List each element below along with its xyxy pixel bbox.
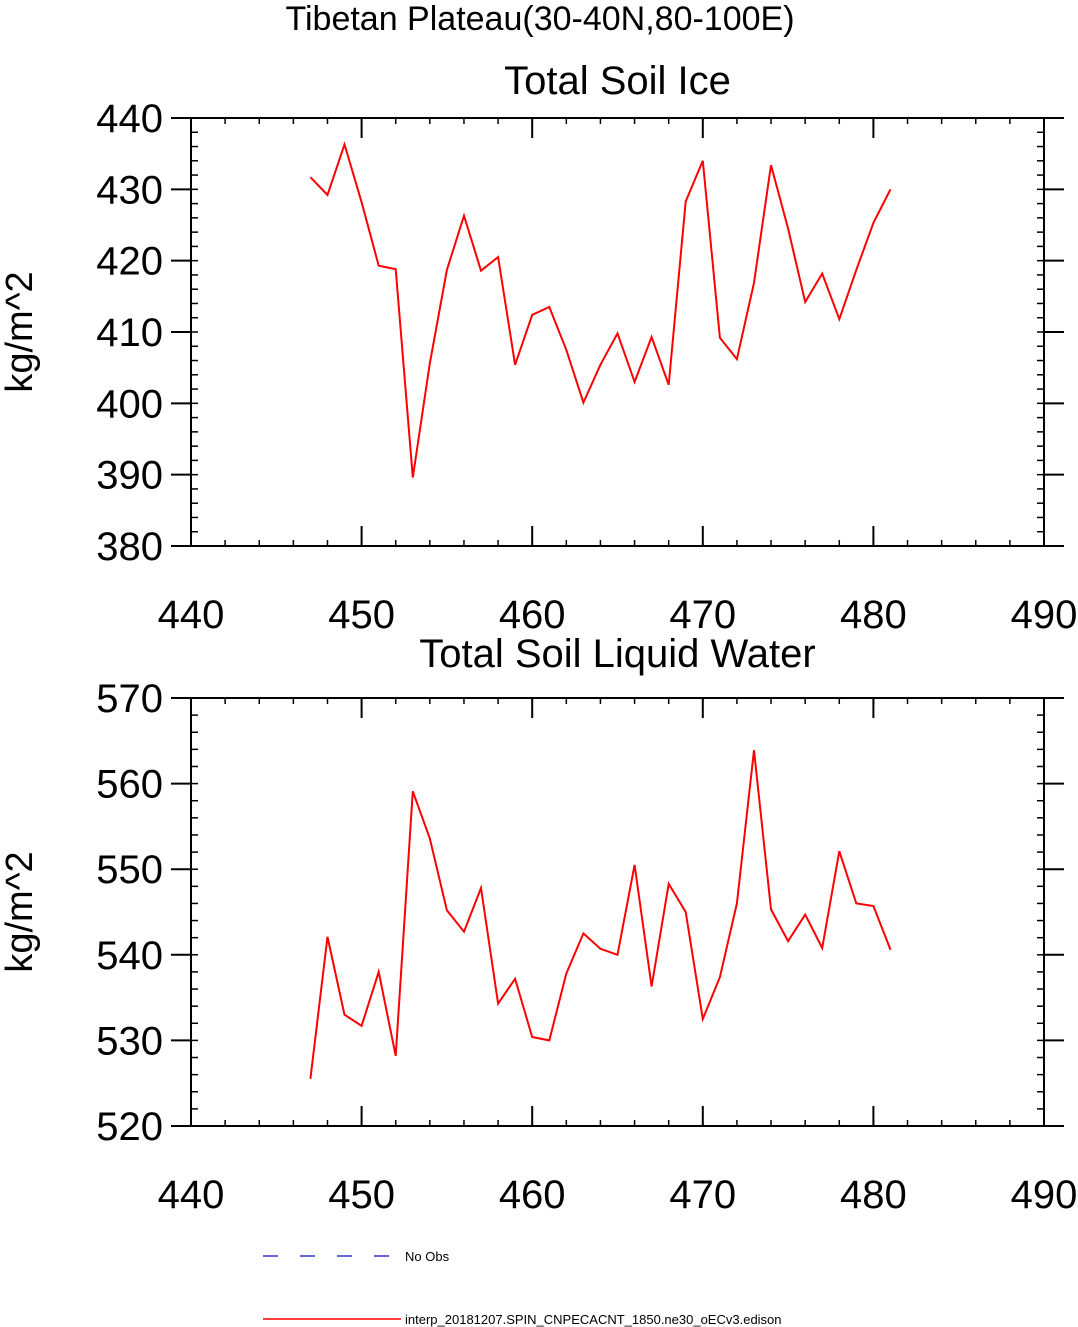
x-tick-label: 440 — [158, 1173, 225, 1217]
y-tick-label: 550 — [96, 848, 163, 892]
x-tick-label: 490 — [1011, 1173, 1078, 1217]
y-tick-label: 400 — [96, 382, 163, 426]
x-tick-label: 440 — [158, 593, 225, 637]
y-tick-label: 540 — [96, 934, 163, 978]
series-line — [309, 141, 892, 478]
x-tick-label: 470 — [669, 593, 736, 637]
series-line — [309, 750, 892, 1080]
legend: No Obs interp_20181207.SPIN_CNPECACNT_18… — [263, 1249, 782, 1327]
legend-model-label: interp_20181207.SPIN_CNPECACNT_1850.ne30… — [405, 1312, 782, 1327]
panel-total-soil-ice: Total Soil Ice kg/m^2 440 450 460 470 480 490 38… — [0, 59, 1077, 637]
x-tick-label: 470 — [669, 1173, 736, 1217]
legend-no-obs-label: No Obs — [405, 1249, 450, 1264]
y-axis-label: kg/m^2 — [0, 851, 41, 972]
chart-title: Total Soil Ice — [504, 59, 731, 103]
y-tick-label: 560 — [96, 763, 163, 807]
x-tick-label: 480 — [840, 1173, 907, 1217]
y-tick-label: 520 — [96, 1105, 163, 1149]
figure-suptitle: Tibetan Plateau(30-40N,80-100E) — [285, 0, 794, 38]
x-tick-label: 460 — [499, 1173, 566, 1217]
chart-title: Total Soil Liquid Water — [419, 632, 815, 676]
y-tick-label: 380 — [96, 525, 163, 569]
y-tick-label: 410 — [96, 311, 163, 355]
y-tick-label: 430 — [96, 168, 163, 212]
panel-total-soil-liquid-water: Total Soil Liquid Water kg/m^2 440 450 460 47… — [0, 632, 1077, 1217]
x-tick-label: 490 — [1011, 593, 1078, 637]
x-tick-label: 460 — [499, 593, 566, 637]
plot-frame — [190, 697, 1045, 1127]
y-tick-label: 420 — [96, 240, 163, 284]
x-tick-label: 450 — [328, 1173, 395, 1217]
y-tick-label: 570 — [96, 677, 163, 721]
y-tick-label: 440 — [96, 97, 163, 141]
x-tick-label: 450 — [328, 593, 395, 637]
x-tick-label: 480 — [840, 593, 907, 637]
y-tick-label: 530 — [96, 1019, 163, 1063]
y-axis-label: kg/m^2 — [0, 271, 41, 392]
y-tick-label: 390 — [96, 454, 163, 498]
